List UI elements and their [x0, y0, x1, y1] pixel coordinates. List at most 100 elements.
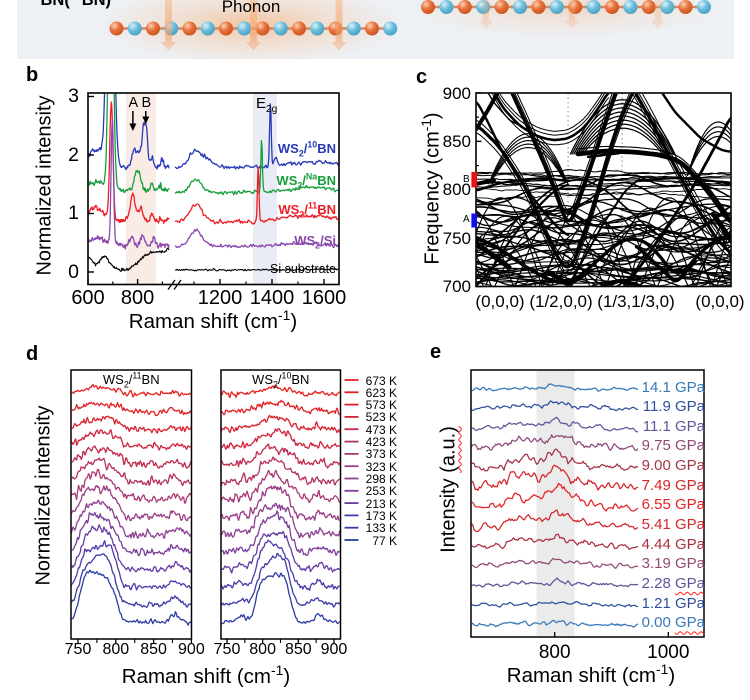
nitrogen-atom — [200, 21, 215, 36]
panel-d-curve-323K — [221, 485, 340, 522]
panel-d-curves-1 — [221, 384, 340, 625]
phonon-branch — [476, 246, 731, 268]
phonon-branch — [489, 136, 567, 183]
phonon-branch — [576, 115, 669, 155]
boron-atom — [531, 0, 546, 14]
phonon-branch — [476, 253, 731, 264]
legend-label: 373 K — [365, 447, 397, 462]
panel-e-frame — [470, 369, 705, 638]
panel-d-curve-423K — [71, 457, 191, 487]
panel-c-label: c — [416, 66, 428, 88]
panel-c-ytick-label: 900 — [442, 83, 471, 103]
panel-d-curve-213K — [221, 530, 340, 574]
phonon-branch — [476, 228, 731, 243]
panel-e-curve-7.49GPa — [471, 464, 639, 492]
legend-label: 573 K — [365, 398, 397, 413]
panel-d-curve-298K — [221, 502, 340, 539]
panel-e-curve-9.75GPa — [471, 434, 639, 452]
panel-d-curve-173K — [221, 539, 340, 591]
pressure-label: 0.00 GPa — [641, 614, 705, 632]
phonon-branch — [573, 107, 672, 155]
phonon-branch — [476, 205, 731, 234]
boron-atom — [292, 21, 306, 36]
phonon-arrow-icon — [479, 0, 493, 29]
panel-b-curve-blue-right — [174, 103, 339, 170]
phonon-branch — [575, 111, 671, 155]
phonon-branch — [476, 169, 731, 176]
panel-b-ytick-label: 2 — [68, 143, 79, 166]
pressure-label: 9.75 GPa — [641, 437, 705, 455]
boron-atom — [457, 0, 472, 14]
phonon-branch — [476, 240, 512, 270]
panel-d-xtick-label: 750 — [213, 641, 241, 658]
phonon-branch — [476, 231, 731, 246]
annotation-arrowhead — [142, 116, 150, 124]
boron-atom — [109, 21, 124, 36]
pressure-label: 2.28 GPa — [641, 575, 705, 592]
panel-e-xtick-label: 800 — [538, 641, 571, 663]
phonon-branch — [476, 264, 731, 272]
panel-b-curve-purple-left — [88, 117, 170, 250]
phonon-arrow-icon — [161, 0, 176, 51]
phonon-branch — [493, 93, 610, 142]
phonon-branch — [476, 196, 731, 217]
panel-c-kpoint-label: (0,0,0) — [695, 292, 745, 311]
panel-b-ytick-label: 1 — [68, 202, 79, 224]
panel-e-xtick-label: 1000 — [647, 641, 690, 663]
legend-label: 298 K — [365, 471, 397, 486]
panel-e-curve-9.00GPa — [471, 448, 639, 472]
panel-e-label: e — [430, 341, 442, 363]
panel-d-subpanel-title: WS2/11BN — [102, 370, 160, 390]
panel-c-kpoint-label: (1/3,1/3,0) — [597, 292, 675, 311]
phonon-branch — [476, 101, 570, 237]
pressure-label: 5.41 GPa — [641, 516, 705, 534]
phonon-branch — [476, 181, 731, 223]
panel-d-curve-573K — [71, 415, 191, 434]
nitrogen-atom — [513, 0, 527, 14]
panel-b-curve-blue-left — [88, 93, 170, 171]
panel-b-label: b — [26, 64, 39, 86]
nitrogen-atom — [697, 0, 711, 14]
panel-d-curve-298K — [71, 499, 191, 539]
phonon-branch — [578, 119, 667, 155]
panel-b-frame — [87, 92, 340, 286]
panel-b-curve-green-left — [88, 93, 170, 194]
phonon-branch — [491, 140, 566, 181]
panel-b-xlabel: Raman shift (cm-1) — [128, 307, 298, 333]
legend-label: 423 K — [365, 435, 397, 450]
panel-e-curve-11.9GPa — [471, 400, 639, 412]
panel-b-ylabel: Normalized intensity — [33, 95, 56, 276]
panel-e-curve-11.1GPa — [471, 416, 639, 433]
phonon-branch — [571, 103, 674, 155]
panel-a-isotope-label: 10BN(11BN) — [28, 0, 112, 9]
phonon-branch — [687, 126, 731, 176]
panel-d-curve-253K — [221, 510, 340, 557]
panel-b-curve-black-right — [174, 267, 339, 272]
panel-d-curve-573K — [221, 414, 340, 434]
axis-break-icon — [167, 279, 176, 290]
nitrogen-atom — [586, 0, 601, 14]
legend-label: 523 K — [365, 410, 397, 425]
panel-d-curve-473K — [221, 443, 340, 469]
panel-d-curve-673K — [221, 384, 340, 399]
phonon-branch — [494, 147, 563, 177]
nitrogen-atom — [623, 0, 638, 14]
phonon-branch — [547, 269, 591, 286]
panel-b-curve-black-left — [88, 247, 170, 273]
panel-b-curve-purple-right — [174, 228, 339, 249]
phonon-branch — [582, 127, 664, 155]
legend-label: 173 K — [365, 508, 397, 523]
panel-d-xtick-label: 800 — [102, 641, 130, 658]
phonon-arrow-icon — [331, 0, 347, 51]
boron-atom — [255, 21, 270, 36]
phonon-branch — [488, 133, 569, 185]
phonon-branch — [476, 224, 731, 286]
boron-atom — [641, 0, 656, 14]
phonon-branch — [687, 131, 731, 176]
panel-d-curve-173K — [71, 540, 191, 591]
panel-b-annotation-A: A — [128, 95, 139, 111]
nitrogen-atom — [127, 21, 142, 36]
panel-d-curves-0 — [71, 383, 191, 626]
pressure-label: 7.49 GPa — [641, 476, 705, 494]
